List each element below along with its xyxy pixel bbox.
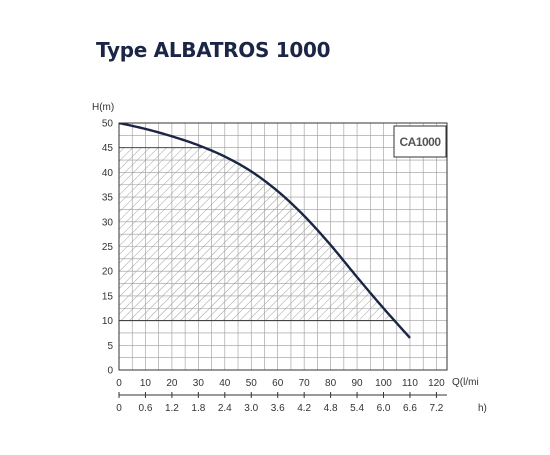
y-tick-label: 5 [107,341,113,352]
x-tick-label: 50 [246,378,258,389]
secondary-tick-label: 1.8 [191,403,205,414]
y-tick-label: 35 [102,193,114,204]
secondary-tick-label: 4.2 [297,403,311,414]
secondary-tick-label: 3.6 [271,403,285,414]
y-tick-label: 15 [102,291,114,302]
chart-title: Type ALBATROS 1000 [96,38,331,62]
x-tick-label: 10 [140,378,152,389]
secondary-axis-label: h) [478,403,487,414]
y-tick-label: 45 [102,143,114,154]
y-tick-label: 50 [102,119,114,130]
legend-label: CA1000 [399,135,441,149]
secondary-tick-label: 1.2 [165,403,179,414]
y-tick-label: 25 [102,242,114,253]
legend: CA1000 [393,125,447,158]
x-tick-label: 100 [375,378,392,389]
secondary-axis-ticks: 0 0.6 1.2 1.8 2.4 3.0 3.6 4.2 4.8 5.4 6.0 6.6 7.2 [116,392,444,414]
y-tick-label: 20 [102,267,114,278]
y-tick-label: 10 [102,316,114,327]
grid [119,123,447,370]
x-tick-label: 20 [166,378,178,389]
y-tick-label: 30 [102,217,114,228]
series-ca1000-line [119,123,409,336]
x-tick-label: 0 [116,378,122,389]
x-tick-label: 60 [272,378,284,389]
secondary-tick-label: 0.6 [138,403,152,414]
plot-frame [118,122,448,371]
x-tick-label: 30 [193,378,205,389]
series-ca1000-dashed-extension [406,333,411,339]
x-tick-label: 110 [402,378,418,389]
y-tick-label: 40 [102,168,114,179]
secondary-tick-label: 6.0 [377,403,391,414]
x-tick-label: 90 [352,378,364,389]
secondary-tick-label: 4.8 [324,403,338,414]
secondary-tick-label: 0 [116,403,122,414]
x-tick-label: 70 [299,378,311,389]
secondary-tick-label: 5.4 [350,403,364,414]
x-tick-label: 80 [325,378,337,389]
y-tick-label: 0 [107,366,113,377]
secondary-tick-label: 6.6 [403,403,417,414]
legend-box [393,125,447,158]
secondary-tick-label: 7.2 [429,403,443,414]
x-tick-label: 120 [428,378,445,389]
secondary-tick-label: 2.4 [218,403,232,414]
secondary-tick-label: 3.0 [244,403,258,414]
y-axis-label: H(m) [92,102,114,113]
x-tick-label: 40 [219,378,231,389]
x-axis-label: Q(l/mi [452,377,479,388]
y-axis-ticks: 0 5 10 15 20 25 30 35 40 45 50 [102,119,114,377]
x-axis-ticks: 0 10 20 30 40 50 60 70 80 90 100 110 120 [116,378,445,389]
